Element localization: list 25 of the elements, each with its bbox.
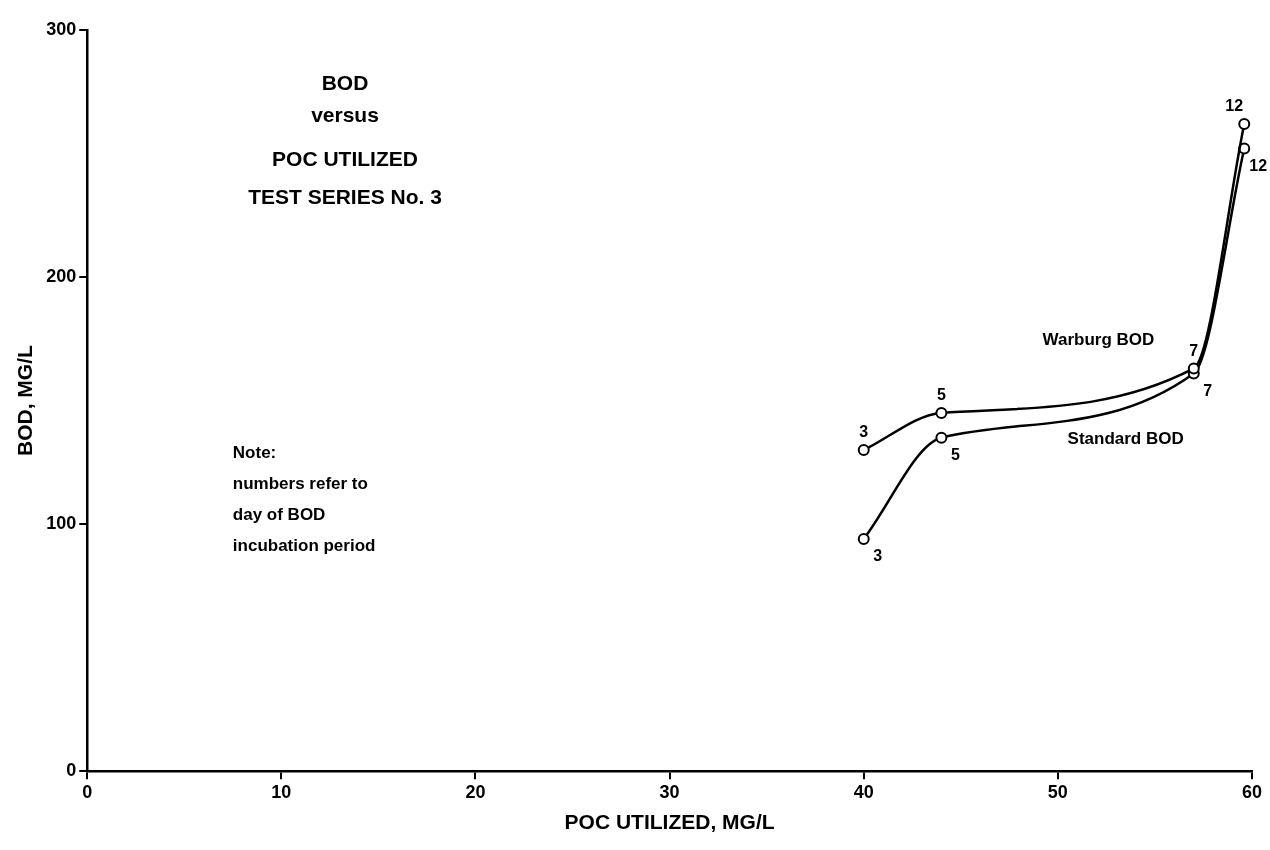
annotation: 5 <box>936 386 946 404</box>
y-tick-label: 100 <box>46 513 77 534</box>
annotation: 5 <box>950 446 960 464</box>
x-tick-label: 30 <box>659 781 680 802</box>
y-tick-label: 0 <box>66 760 77 781</box>
x-tick-label: 40 <box>853 781 874 802</box>
x-tick-label: 20 <box>465 781 486 802</box>
series-label: Warburg BOD <box>1042 330 1155 350</box>
x-tick-label: 50 <box>1047 781 1068 802</box>
annotation: 3 <box>859 423 869 441</box>
annotation: 12 <box>1249 157 1268 174</box>
x-tick-label: 60 <box>1241 781 1263 802</box>
x-tick-label: 10 <box>271 781 292 802</box>
y-tick-label: 300 <box>46 18 77 39</box>
x-axis-title: POC UTILIZED, MG/L <box>564 810 775 834</box>
annotation: 12 <box>1225 97 1244 115</box>
annotation: 7 <box>1203 381 1213 399</box>
annotation: 7 <box>1189 341 1199 359</box>
x-tick-label: 0 <box>82 781 93 802</box>
y-axis-title: BOD, MG/L <box>13 345 37 457</box>
annotation: Note: numbers refer to day of BOD incubation period <box>232 442 376 555</box>
text: BOD versus POC UTILIZED TEST SERIES No. 3 <box>248 70 442 208</box>
annotation: 3 <box>873 547 883 565</box>
y-tick-label: 200 <box>46 266 77 287</box>
series-label: Standard BOD <box>1067 429 1184 449</box>
